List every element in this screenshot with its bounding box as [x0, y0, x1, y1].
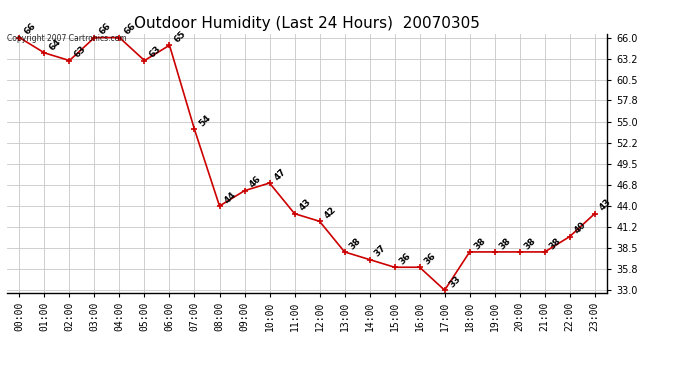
Text: 63: 63 [72, 45, 88, 60]
Text: 66: 66 [22, 22, 37, 37]
Text: 33: 33 [447, 274, 462, 290]
Text: 38: 38 [473, 236, 488, 251]
Text: 66: 66 [122, 22, 137, 37]
Text: 38: 38 [547, 236, 562, 251]
Text: 38: 38 [497, 236, 513, 251]
Text: 38: 38 [347, 236, 362, 251]
Text: 66: 66 [97, 22, 112, 37]
Text: 42: 42 [322, 205, 337, 220]
Text: Copyright 2007 Cartronics.com: Copyright 2007 Cartronics.com [7, 34, 126, 43]
Text: 47: 47 [273, 167, 288, 182]
Text: 65: 65 [172, 29, 188, 45]
Text: 63: 63 [147, 45, 162, 60]
Text: 46: 46 [247, 175, 263, 190]
Text: 40: 40 [573, 220, 588, 236]
Text: 38: 38 [522, 236, 538, 251]
Text: 36: 36 [422, 251, 437, 267]
Text: 64: 64 [47, 37, 63, 52]
Text: 43: 43 [297, 198, 313, 213]
Text: 37: 37 [373, 243, 388, 259]
Text: 36: 36 [397, 251, 413, 267]
Text: 43: 43 [598, 198, 613, 213]
Text: 44: 44 [222, 190, 237, 205]
Text: 54: 54 [197, 113, 213, 129]
Title: Outdoor Humidity (Last 24 Hours)  20070305: Outdoor Humidity (Last 24 Hours) 2007030… [134, 16, 480, 31]
